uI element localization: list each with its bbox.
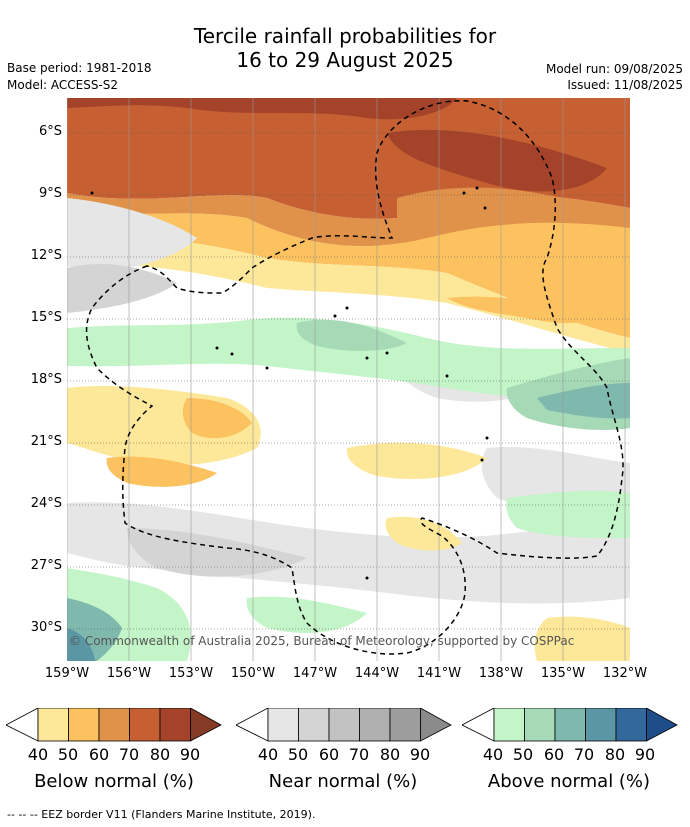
islands bbox=[90, 186, 489, 580]
lon-label-159w: 159°W bbox=[44, 666, 90, 681]
colorbar-below-tick: 50 bbox=[57, 745, 79, 764]
lat-label-12s: 12°S bbox=[30, 248, 62, 263]
colorbar-above-tick: 80 bbox=[604, 745, 626, 764]
below-normal-mid-west-50 bbox=[182, 398, 252, 439]
below-normal-80-patch bbox=[387, 129, 607, 192]
above-normal-50-patch bbox=[296, 319, 407, 351]
lon-label-132w: 132°W bbox=[602, 666, 648, 681]
colorbar-near-swatches bbox=[236, 708, 452, 742]
colorbar-near-tick: 80 bbox=[379, 745, 401, 764]
model-run-text: Model run: 09/08/2025 bbox=[545, 62, 683, 76]
colorbar-near-tick: 60 bbox=[318, 745, 340, 764]
colorbar-below-tick: 60 bbox=[88, 745, 110, 764]
colorbar-below-60 bbox=[98, 708, 130, 742]
colorbar-below-50 bbox=[68, 708, 100, 742]
colorbar-below-tick: 80 bbox=[149, 745, 171, 764]
longitude-gridlines bbox=[67, 98, 626, 661]
below-normal-mid-west-50b bbox=[106, 456, 217, 487]
probability-map bbox=[67, 98, 630, 661]
colorbar-near-50 bbox=[298, 708, 330, 742]
colorbar-above-60 bbox=[554, 708, 586, 742]
lon-label-144w: 144°W bbox=[354, 666, 400, 681]
colorbar-near-60 bbox=[328, 708, 360, 742]
title-line-1: Tercile rainfall probabilities for bbox=[193, 24, 497, 48]
lat-label-27s: 27°S bbox=[30, 558, 62, 573]
below-normal-50-east-patch bbox=[447, 296, 607, 324]
lat-label-9s: 9°S bbox=[38, 186, 62, 201]
colorbar-below-70 bbox=[129, 708, 161, 742]
below-normal-center-patch bbox=[346, 442, 487, 479]
above-normal-east-dark bbox=[537, 383, 630, 419]
near-normal-west-patch bbox=[67, 198, 197, 273]
colorbar-above-tick: 60 bbox=[543, 745, 565, 764]
lat-label-21s: 21°S bbox=[30, 434, 62, 449]
colorbar-below-tick: 40 bbox=[27, 745, 49, 764]
colorbar-near-arrow-left bbox=[236, 708, 269, 742]
near-normal-south-band bbox=[67, 502, 630, 604]
colorbar-near-arrow-right bbox=[420, 708, 452, 742]
below-normal-40-band bbox=[67, 236, 630, 353]
colorbar-near-80 bbox=[389, 708, 421, 742]
colorbar-above-tick: 70 bbox=[573, 745, 595, 764]
title-line-2: 16 to 29 August 2025 bbox=[236, 48, 454, 72]
near-normal-south-darker bbox=[127, 528, 307, 577]
colorbar-near-tick: 50 bbox=[287, 745, 309, 764]
lat-label-24s: 24°S bbox=[30, 496, 62, 511]
colorbar-above-swatches bbox=[462, 708, 678, 742]
lat-label-15s: 15°S bbox=[30, 310, 62, 325]
colorbar-below-arrow-right bbox=[190, 708, 222, 742]
lon-label-147w: 147°W bbox=[292, 666, 338, 681]
eez-footnote: -- -- -- EEZ border V11 (Flanders Marine… bbox=[7, 808, 316, 821]
colorbar-below-tick: 70 bbox=[118, 745, 140, 764]
below-normal-50-band bbox=[67, 213, 630, 338]
below-normal-south-patch bbox=[385, 516, 462, 551]
colorbar-above-tick: 90 bbox=[634, 745, 656, 764]
colorbar-above-70 bbox=[585, 708, 617, 742]
colorbar-below-arrow-left bbox=[6, 708, 39, 742]
base-period-text: Base period: 1981-2018 bbox=[7, 61, 152, 75]
colorbar-above-tick: 40 bbox=[482, 745, 504, 764]
lon-label-153w: 153°W bbox=[168, 666, 214, 681]
colorbar-above-tick: 50 bbox=[512, 745, 534, 764]
above-normal-sw-darkest bbox=[67, 628, 95, 661]
colorbar-above-50 bbox=[524, 708, 556, 742]
colorbar-above-arrow-left bbox=[462, 708, 495, 742]
colorbar-below-swatches bbox=[6, 708, 222, 742]
colorbar-below-80 bbox=[159, 708, 191, 742]
latitude-gridlines bbox=[67, 132, 630, 630]
colorbar-near-label: Near normal (%) bbox=[268, 771, 418, 792]
lon-label-141w: 141°W bbox=[416, 666, 462, 681]
colorbar-above-arrow-right bbox=[646, 708, 678, 742]
colorbar-near-tick: 70 bbox=[348, 745, 370, 764]
map-canvas bbox=[67, 98, 630, 661]
above-normal-se-patch bbox=[506, 490, 630, 538]
colorbar-near-40 bbox=[267, 708, 299, 742]
lat-label-30s: 30°S bbox=[30, 620, 62, 635]
below-normal-se-patch bbox=[534, 616, 630, 661]
colorbar-above-label: Above normal (%) bbox=[487, 771, 651, 792]
below-normal-80-band bbox=[67, 98, 457, 120]
colorbar-near-tick: 40 bbox=[257, 745, 279, 764]
model-text: Model: ACCESS-S2 bbox=[7, 78, 119, 92]
eez-border-cook-islands bbox=[85, 100, 624, 655]
copyright-text: © Commonwealth of Australia 2025, Bureau… bbox=[69, 634, 575, 648]
lat-label-18s: 18°S bbox=[30, 372, 62, 387]
colorbar-below-label: Below normal (%) bbox=[34, 771, 194, 792]
above-normal-south-patch bbox=[246, 596, 367, 633]
colorbar-near-tick: 90 bbox=[409, 745, 431, 764]
lon-label-138w: 138°W bbox=[478, 666, 524, 681]
lon-label-156w: 156°W bbox=[106, 666, 152, 681]
colorbar-above-40 bbox=[493, 708, 525, 742]
colorbar-below-40 bbox=[37, 708, 69, 742]
colorbar-below-tick: 90 bbox=[179, 745, 201, 764]
lon-label-135w: 135°W bbox=[540, 666, 586, 681]
above-normal-40-band bbox=[67, 317, 630, 400]
lon-label-150w: 150°W bbox=[230, 666, 276, 681]
colorbar-above-80 bbox=[615, 708, 647, 742]
near-normal-west-patch-2 bbox=[67, 263, 177, 313]
lat-label-6s: 6°S bbox=[38, 124, 62, 139]
issued-text: Issued: 11/08/2025 bbox=[567, 78, 683, 92]
colorbar-near-70 bbox=[359, 708, 391, 742]
